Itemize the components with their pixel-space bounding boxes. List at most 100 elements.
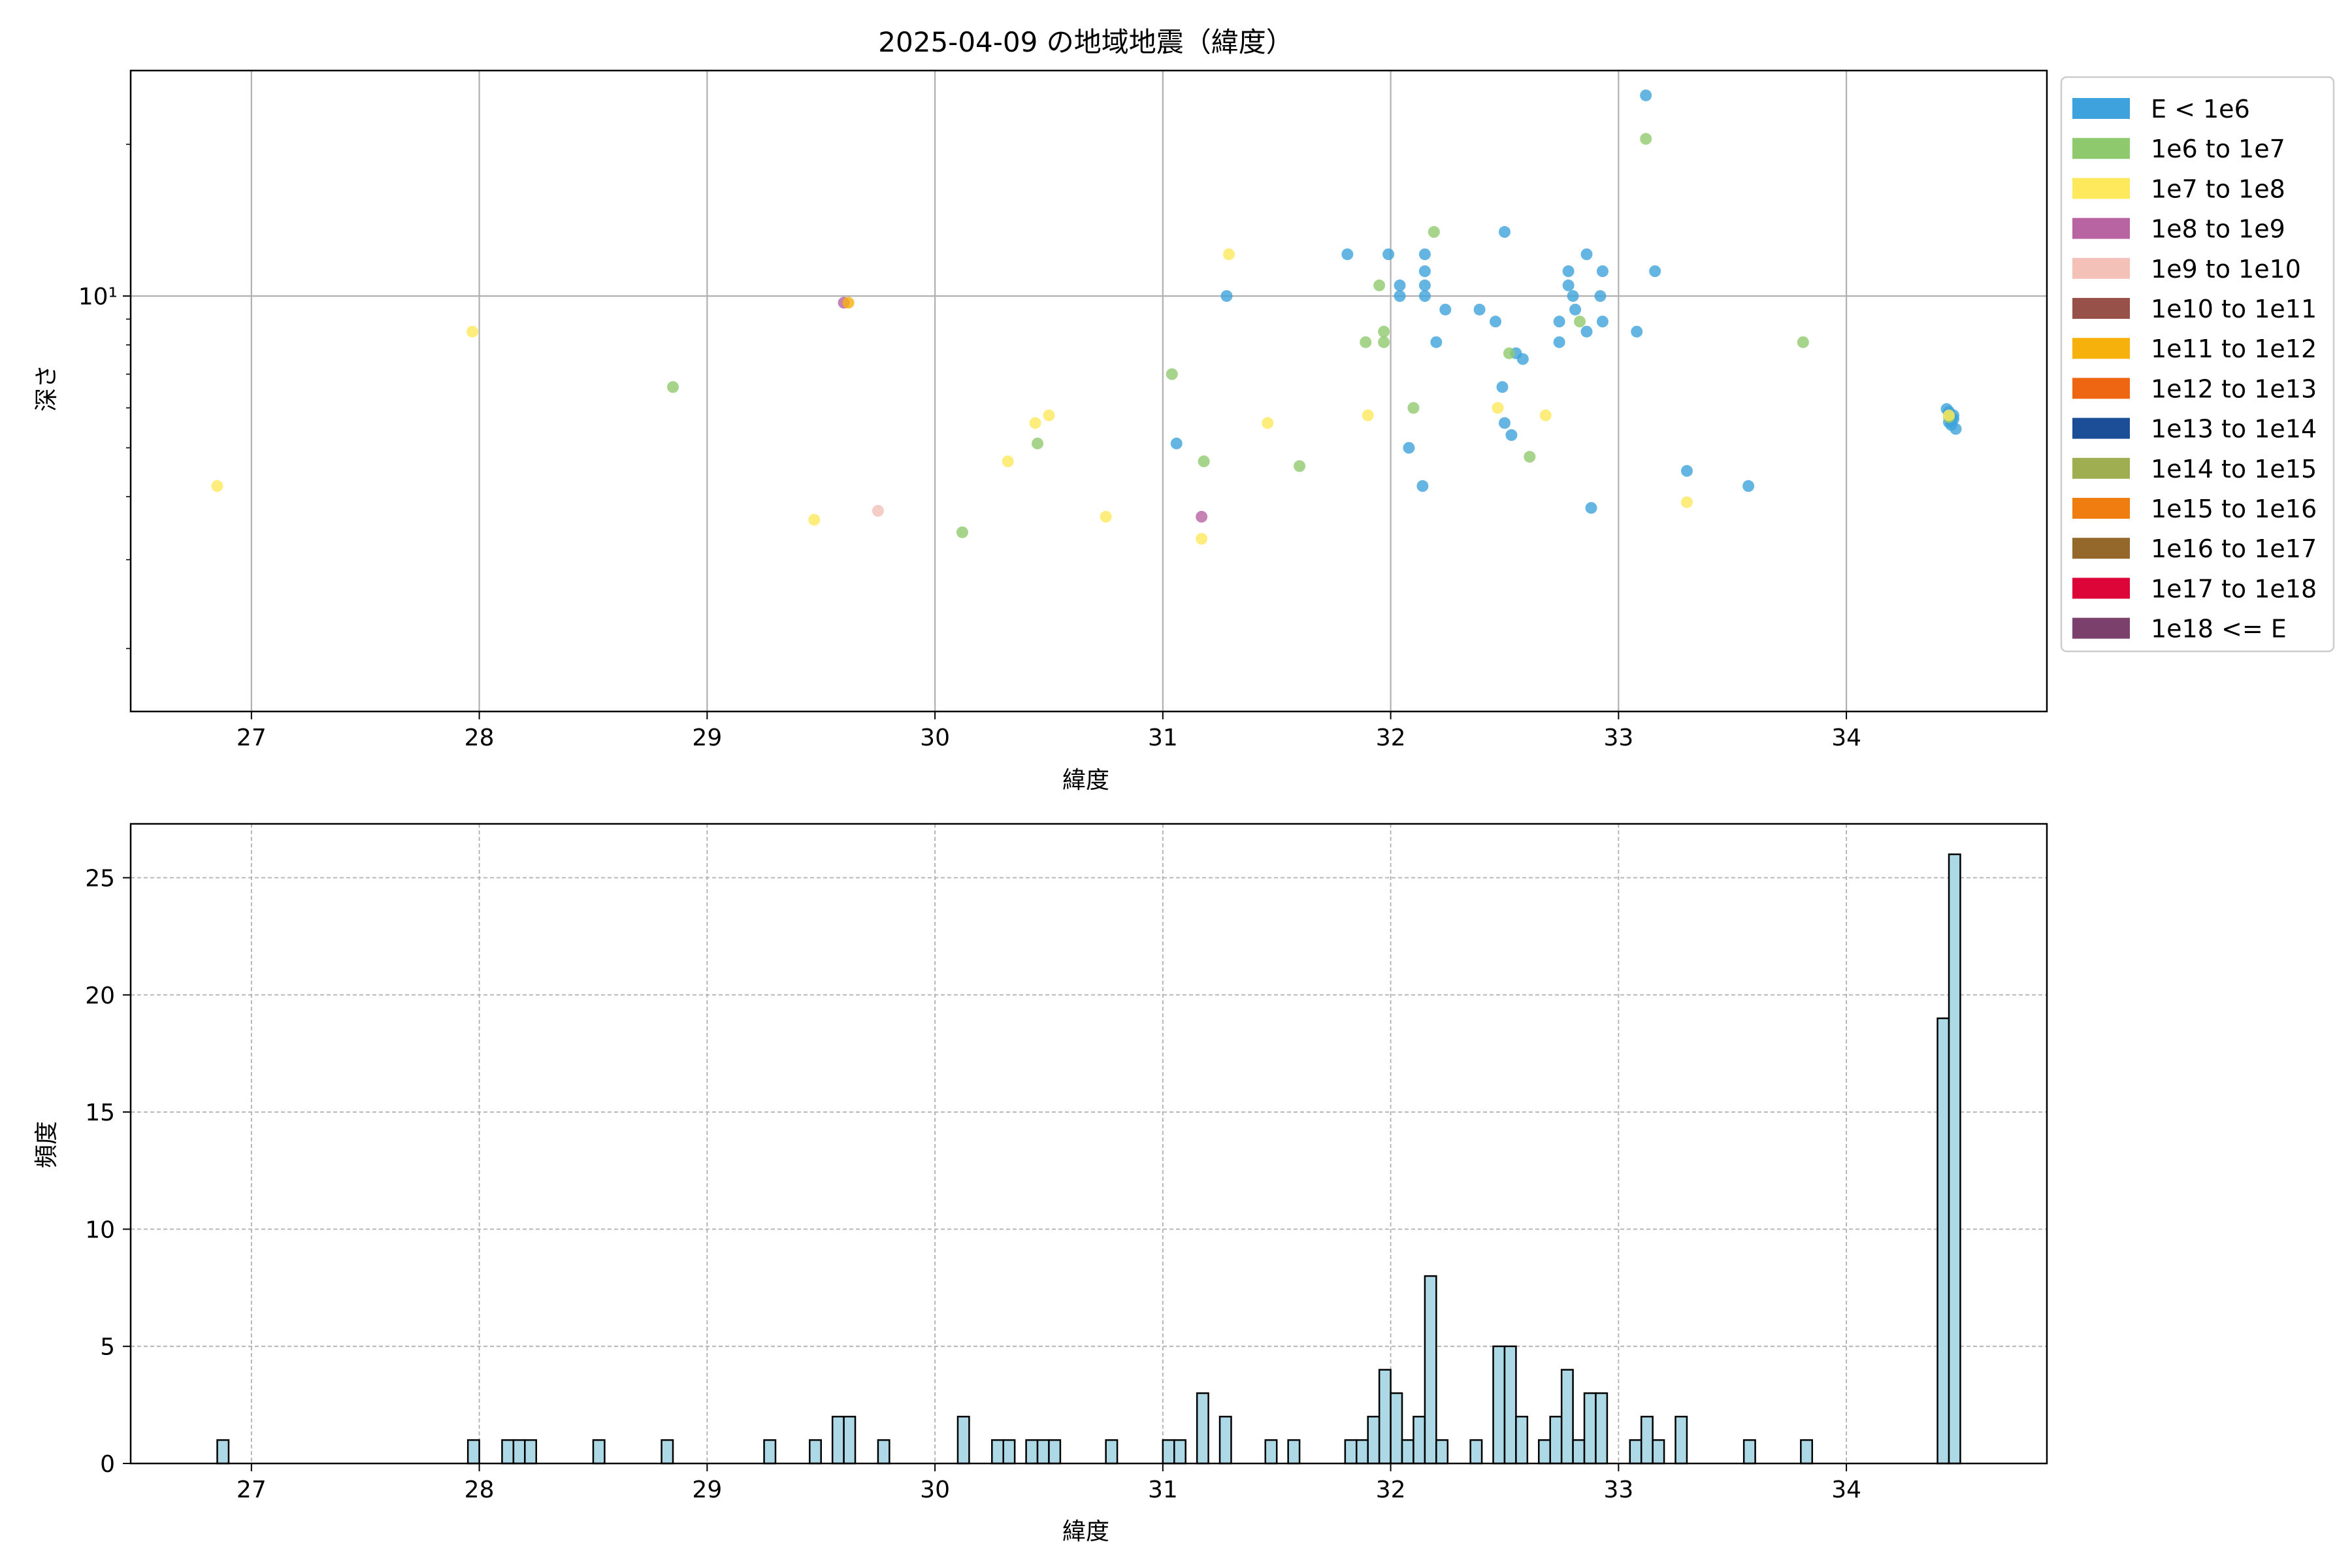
histogram-x-tick-label: 31 — [1148, 1477, 1178, 1503]
scatter-point — [1196, 510, 1208, 523]
histogram-bar — [1629, 1439, 1642, 1465]
scatter-point — [1569, 303, 1582, 316]
legend-items: E < 1e6 1e6 to 1e7 1e7 to 1e8 1e8 to 1e9 1e9… — [2072, 95, 2317, 644]
legend-swatch — [2072, 457, 2130, 479]
histogram-bar — [1196, 1392, 1209, 1465]
legend-swatch — [2072, 538, 2130, 559]
scatter-point — [1943, 409, 1955, 421]
scatter-point — [1797, 336, 1809, 348]
histogram-x-tick-label: 27 — [237, 1477, 267, 1503]
histogram-bar — [524, 1439, 538, 1465]
scatter-x-tick-label: 28 — [465, 725, 495, 751]
histogram-bar — [1036, 1439, 1050, 1465]
scatter-point — [808, 514, 821, 526]
histogram-bar — [1469, 1439, 1483, 1465]
scatter-point — [1524, 451, 1536, 463]
scatter-point — [1378, 336, 1390, 348]
scatter-point — [1166, 368, 1178, 380]
scatter-point — [1562, 279, 1575, 291]
scatter-points — [211, 89, 1962, 545]
scatter-y-tick-label: 10¹ — [78, 284, 118, 310]
histogram-x-ticks: 27 28 29 30 31 32 33 34 — [237, 1463, 1861, 1503]
scatter-point — [1473, 303, 1486, 316]
histogram-bar — [1936, 1017, 1950, 1465]
scatter-x-tick-label: 27 — [237, 725, 267, 751]
scatter-point — [1439, 303, 1452, 316]
scatter-point — [1553, 336, 1565, 348]
scatter-point — [1585, 502, 1597, 514]
histogram-bar — [1390, 1392, 1403, 1465]
scatter-y-ticks: 10¹ — [78, 143, 131, 649]
legend-swatch — [2072, 178, 2130, 199]
histogram-bar — [1424, 1275, 1437, 1465]
histogram-bar — [809, 1439, 822, 1465]
scatter-axes: 27 28 29 30 31 32 33 34 10¹ 2025-04-09 の地域地震（緯度… — [33, 26, 2048, 794]
scatter-point — [1170, 437, 1183, 449]
histogram-bar — [1538, 1439, 1551, 1465]
scatter-point — [1596, 316, 1609, 328]
scatter-point — [842, 297, 855, 309]
scatter-point — [1649, 265, 1661, 278]
histogram-bar — [1356, 1439, 1369, 1465]
legend-swatch — [2072, 138, 2130, 159]
histogram-x-tick-label: 28 — [465, 1477, 495, 1503]
histogram-bar — [1515, 1416, 1529, 1465]
legend-swatch — [2072, 98, 2130, 119]
histogram-bar — [1583, 1392, 1597, 1465]
scatter-point — [466, 325, 479, 338]
histogram-bar — [956, 1416, 970, 1465]
histogram-bar — [1002, 1439, 1016, 1465]
scatter-point — [1580, 325, 1593, 338]
scatter-point — [211, 480, 223, 492]
scatter-point — [1490, 316, 1502, 328]
histogram-bar — [1048, 1439, 1062, 1465]
scatter-point — [1640, 89, 1652, 101]
histogram-bar — [1742, 1439, 1756, 1465]
histogram-bar — [1287, 1439, 1301, 1465]
scatter-point — [1378, 325, 1390, 338]
scatter-point — [956, 526, 968, 538]
histogram-bar — [831, 1416, 845, 1465]
histogram-bar — [592, 1439, 606, 1465]
scatter-point — [1640, 133, 1652, 145]
histogram-bar — [1413, 1416, 1426, 1465]
scatter-point — [1418, 290, 1431, 302]
legend-label: 1e14 to 1e15 — [2151, 455, 2317, 483]
scatter-point — [1580, 248, 1593, 261]
histogram-y-tick-label: 20 — [85, 983, 115, 1009]
scatter-point — [1539, 409, 1552, 421]
scatter-point — [1220, 290, 1233, 302]
histogram-bar — [1367, 1416, 1380, 1465]
histogram-x-axis-label: 緯度 — [1062, 1518, 1109, 1545]
histogram-bar — [763, 1439, 777, 1465]
histogram-x-tick-label: 29 — [692, 1477, 722, 1503]
histogram-y-axis-label: 頻度 — [33, 1121, 60, 1168]
histogram-bar — [991, 1439, 1004, 1465]
histogram-bar — [877, 1439, 890, 1465]
scatter-point — [1594, 290, 1607, 302]
scatter-point — [1394, 279, 1406, 291]
legend-label: 1e6 to 1e7 — [2151, 135, 2285, 163]
histogram-plot-frame — [129, 823, 2048, 1465]
histogram-bar — [1378, 1369, 1392, 1465]
scatter-point — [1416, 480, 1429, 492]
legend-swatch — [2072, 578, 2130, 599]
scatter-point — [1567, 290, 1579, 302]
histogram-bar — [1572, 1439, 1586, 1465]
scatter-point — [1516, 353, 1529, 365]
scatter-point — [1492, 402, 1504, 414]
histogram-bar — [1640, 1416, 1654, 1465]
scatter-x-axis-label: 緯度 — [1062, 767, 1109, 794]
histogram-bar — [1674, 1416, 1688, 1465]
legend: E < 1e6 1e6 to 1e7 1e7 to 1e8 1e8 to 1e9 1e9… — [2060, 76, 2335, 653]
histogram-bar — [1105, 1439, 1119, 1465]
scatter-x-tick-label: 34 — [1831, 725, 1861, 751]
scatter-point — [1496, 381, 1509, 393]
scatter-point — [1032, 437, 1044, 449]
legend-swatch — [2072, 498, 2130, 519]
histogram-y-tick-label: 15 — [85, 1100, 115, 1126]
scatter-x-tick-label: 30 — [920, 725, 950, 751]
scatter-point — [1553, 316, 1565, 328]
scatter-point — [872, 504, 884, 517]
